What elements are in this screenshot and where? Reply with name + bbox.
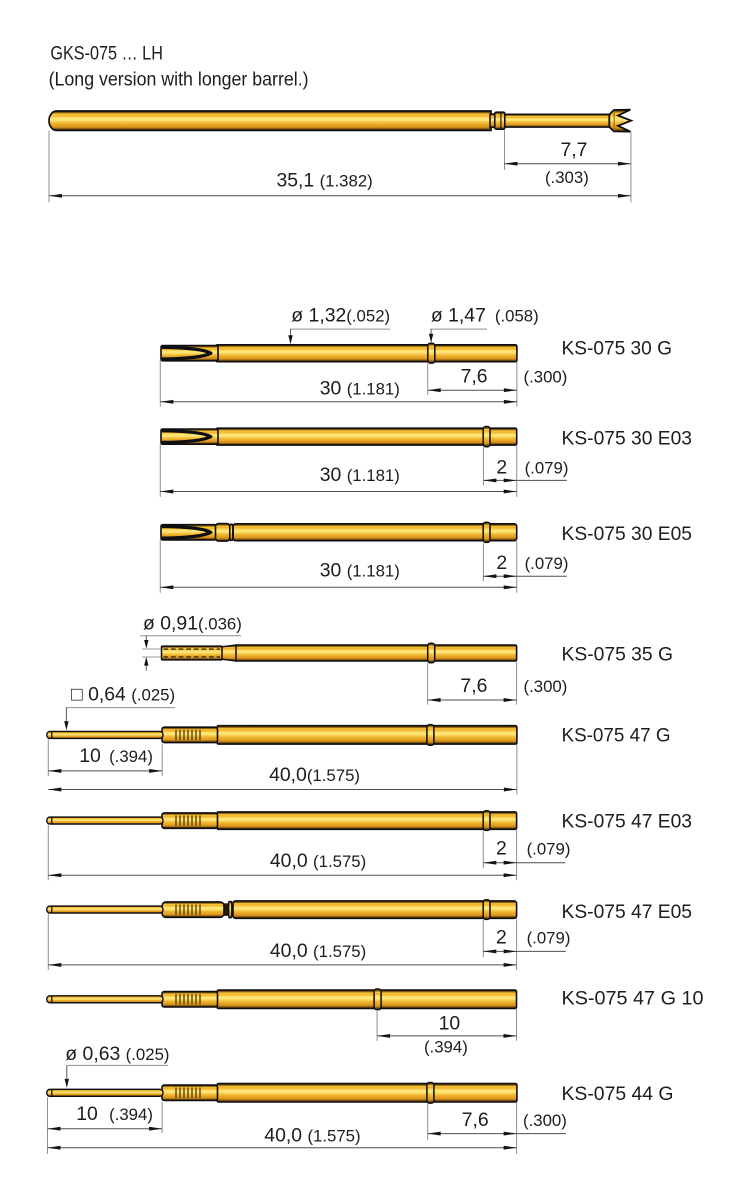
svg-text:2: 2	[496, 456, 507, 478]
svg-text:ø 1,47(.058): ø 1,47 (.058)	[431, 304, 539, 326]
svg-text:KS-075 30 E05: KS-075 30 E05	[562, 524, 693, 545]
svg-text:2: 2	[496, 838, 507, 860]
svg-text:30 (1.181): 30 (1.181)	[320, 378, 400, 400]
svg-text:KS-075 35 G: KS-075 35 G	[562, 644, 674, 665]
svg-text:(.079): (.079)	[527, 929, 571, 948]
svg-text:(.303): (.303)	[545, 168, 589, 187]
svg-text:ø 0,91(.036): ø 0,91(.036)	[143, 613, 242, 635]
svg-text:7,6: 7,6	[461, 366, 488, 388]
svg-text:(.079): (.079)	[527, 840, 571, 859]
svg-text:KS-075 47 E05: KS-075 47 E05	[562, 902, 693, 923]
svg-text:(Long version with longer barr: (Long version with longer barrel.)	[49, 69, 309, 91]
svg-text:KS-075 30 G: KS-075 30 G	[562, 339, 673, 360]
svg-text:10: 10	[76, 1103, 98, 1125]
svg-text:□ 0,64 (.025): □ 0,64 (.025)	[71, 684, 175, 706]
svg-text:(.394): (.394)	[109, 1105, 153, 1124]
svg-text:2: 2	[496, 927, 507, 949]
svg-text:40,0 (1.575): 40,0 (1.575)	[264, 1125, 360, 1147]
svg-text:KS-075 44 G: KS-075 44 G	[562, 1084, 674, 1105]
svg-text:10: 10	[439, 1012, 461, 1034]
svg-text:(.300): (.300)	[524, 677, 568, 696]
svg-text:7,6: 7,6	[460, 675, 487, 697]
svg-text:ø 1,32(.052): ø 1,32(.052)	[291, 304, 390, 326]
svg-text:(.394): (.394)	[109, 747, 153, 766]
svg-text:(.079): (.079)	[525, 554, 569, 573]
svg-text:7,7: 7,7	[561, 139, 588, 161]
svg-text:40,0(1.575): 40,0(1.575)	[269, 764, 360, 786]
svg-text:KS-075 47 E03: KS-075 47 E03	[562, 812, 693, 833]
svg-text:40,0 (1.575): 40,0 (1.575)	[270, 940, 366, 962]
svg-text:30 (1.181): 30 (1.181)	[320, 464, 400, 486]
svg-text:35,1 (1.382): 35,1 (1.382)	[276, 169, 372, 191]
svg-text:(.300): (.300)	[524, 368, 568, 387]
svg-text:7,6: 7,6	[462, 1109, 489, 1131]
svg-text:KS-075 47 G: KS-075 47 G	[562, 726, 671, 747]
svg-text:ø 0,63 (.025): ø 0,63 (.025)	[65, 1043, 169, 1065]
svg-text:10: 10	[79, 745, 101, 767]
svg-text:KS-075 47 G 10: KS-075 47 G 10	[562, 989, 704, 1010]
svg-text:(.300): (.300)	[523, 1111, 567, 1130]
svg-text:(.079): (.079)	[525, 458, 569, 477]
svg-text:2: 2	[496, 552, 507, 574]
svg-text:40,0 (1.575): 40,0 (1.575)	[270, 850, 366, 872]
svg-text:(.394): (.394)	[424, 1038, 468, 1057]
svg-text:KS-075 30 E03: KS-075 30 E03	[562, 428, 693, 449]
svg-text:30 (1.181): 30 (1.181)	[320, 560, 400, 582]
svg-text:GKS-075 … LH: GKS-075 … LH	[50, 43, 162, 65]
